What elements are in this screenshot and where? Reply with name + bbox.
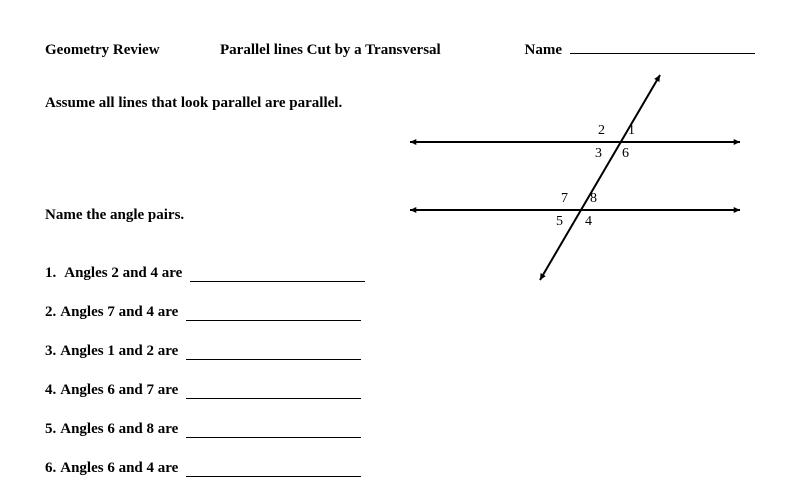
name-blank[interactable] [570, 40, 755, 54]
question-row: 3.Angles 1 and 2 are [45, 343, 365, 360]
question-number: 3. [45, 343, 56, 359]
answer-blank[interactable] [186, 425, 361, 438]
header-subject: Geometry Review [45, 42, 205, 59]
angle-label: 5 [556, 214, 563, 230]
header-title: Parallel lines Cut by a Transversal [205, 42, 525, 59]
question-text: Angles 6 and 7 are [60, 382, 182, 398]
angle-label: 8 [590, 191, 597, 207]
instruction-text: Assume all lines that look parallel are … [45, 95, 342, 112]
worksheet-header: Geometry Review Parallel lines Cut by a … [45, 40, 755, 59]
angle-label: 1 [628, 123, 635, 139]
name-label: Name [525, 42, 571, 59]
angle-label: 3 [595, 146, 602, 162]
question-text: Angles 6 and 8 are [60, 421, 182, 437]
question-text: Angles 7 and 4 are [60, 304, 182, 320]
question-number: 5. [45, 421, 56, 437]
answer-blank[interactable] [186, 308, 361, 321]
answer-blank[interactable] [186, 464, 361, 477]
diagram-svg [400, 70, 750, 290]
question-number: 2. [45, 304, 56, 320]
angle-label: 7 [561, 191, 568, 207]
answer-blank[interactable] [190, 269, 365, 282]
question-row: 5.Angles 6 and 8 are [45, 421, 365, 438]
angle-label: 2 [598, 123, 605, 139]
angle-label: 6 [622, 146, 629, 162]
section-subtitle: Name the angle pairs. [45, 207, 184, 224]
question-number: 1. [45, 265, 56, 281]
answer-blank[interactable] [186, 347, 361, 360]
answer-blank[interactable] [186, 386, 361, 399]
transversal-diagram: 2 1 3 6 7 8 5 4 [400, 70, 750, 290]
angle-label: 4 [585, 214, 592, 230]
question-number: 6. [45, 460, 56, 476]
question-number: 4. [45, 382, 56, 398]
question-row: 1. Angles 2 and 4 are [45, 265, 365, 282]
question-text: Angles 1 and 2 are [60, 343, 182, 359]
question-row: 4.Angles 6 and 7 are [45, 382, 365, 399]
question-text: Angles 2 and 4 are [64, 265, 186, 281]
question-row: 6.Angles 6 and 4 are [45, 460, 365, 477]
question-row: 2.Angles 7 and 4 are [45, 304, 365, 321]
question-text: Angles 6 and 4 are [60, 460, 182, 476]
question-list: 1. Angles 2 and 4 are 2.Angles 7 and 4 ar… [45, 265, 365, 499]
